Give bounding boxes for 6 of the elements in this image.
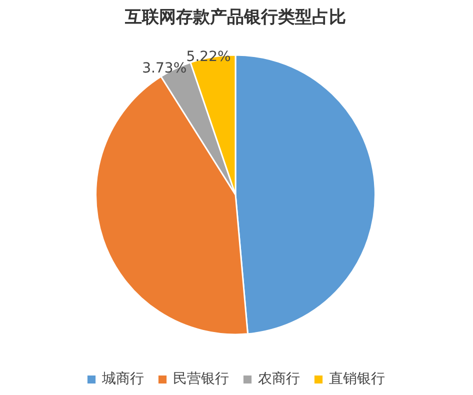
legend-label: 城商行 (102, 370, 144, 388)
data-label: 3.73% (142, 60, 187, 77)
legend-label: 农商行 (258, 370, 300, 388)
legend-label: 民营银行 (173, 370, 229, 388)
legend-label: 直销银行 (329, 370, 385, 388)
chart-title: 互联网存款产品银行类型占比 (124, 8, 346, 28)
